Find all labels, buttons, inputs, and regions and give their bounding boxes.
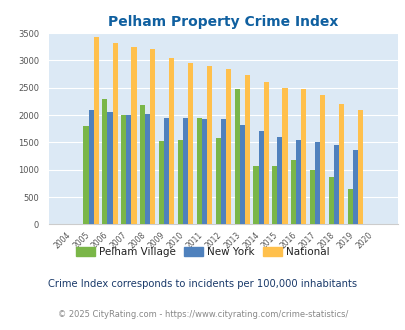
- Bar: [290, 160, 296, 224]
- Bar: [347, 189, 352, 224]
- Bar: [296, 140, 301, 224]
- Bar: [145, 114, 150, 224]
- Bar: [164, 118, 169, 224]
- Text: © 2025 CityRating.com - https://www.cityrating.com/crime-statistics/: © 2025 CityRating.com - https://www.city…: [58, 310, 347, 319]
- Bar: [220, 119, 225, 224]
- Bar: [357, 110, 362, 224]
- Bar: [244, 75, 249, 224]
- Bar: [102, 99, 107, 224]
- Bar: [177, 140, 183, 224]
- Bar: [215, 138, 220, 224]
- Bar: [338, 104, 343, 224]
- Bar: [201, 119, 207, 224]
- Bar: [150, 50, 155, 224]
- Bar: [314, 142, 320, 224]
- Bar: [196, 118, 201, 224]
- Bar: [333, 145, 338, 224]
- Bar: [309, 170, 314, 224]
- Title: Pelham Property Crime Index: Pelham Property Crime Index: [108, 15, 338, 29]
- Bar: [277, 137, 282, 224]
- Bar: [121, 115, 126, 224]
- Bar: [188, 63, 193, 224]
- Bar: [88, 110, 94, 224]
- Bar: [183, 118, 188, 224]
- Bar: [107, 112, 112, 224]
- Bar: [225, 69, 230, 224]
- Bar: [83, 126, 88, 224]
- Bar: [131, 47, 136, 224]
- Bar: [253, 166, 258, 224]
- Bar: [234, 89, 239, 224]
- Bar: [169, 58, 174, 224]
- Bar: [282, 88, 287, 224]
- Bar: [301, 89, 306, 224]
- Text: Crime Index corresponds to incidents per 100,000 inhabitants: Crime Index corresponds to incidents per…: [48, 279, 357, 289]
- Bar: [258, 131, 263, 224]
- Bar: [112, 43, 117, 224]
- Bar: [352, 150, 357, 224]
- Bar: [320, 94, 324, 224]
- Legend: Pelham Village, New York, National: Pelham Village, New York, National: [72, 243, 333, 261]
- Bar: [159, 141, 164, 224]
- Bar: [272, 166, 277, 224]
- Bar: [239, 125, 244, 224]
- Bar: [207, 66, 211, 224]
- Bar: [140, 106, 145, 224]
- Bar: [263, 82, 268, 224]
- Bar: [328, 177, 333, 224]
- Bar: [94, 37, 98, 224]
- Bar: [126, 115, 131, 224]
